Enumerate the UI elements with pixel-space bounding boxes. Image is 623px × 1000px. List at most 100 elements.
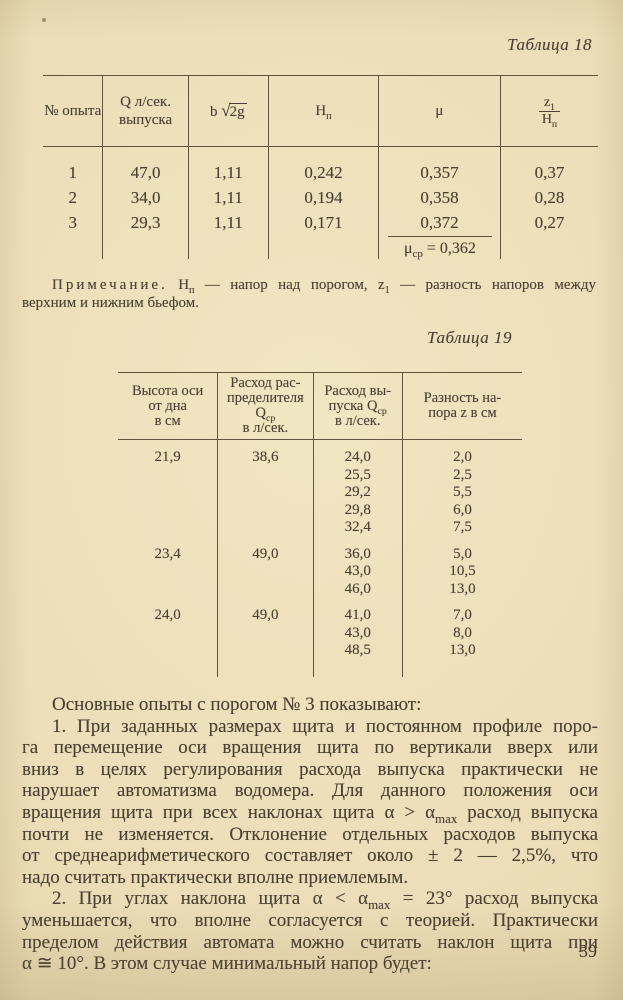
text-segment: надо считать практически вполне приемлем… — [22, 866, 409, 888]
text-line: пределом действия автомата можно считать… — [22, 932, 598, 954]
text-line: пуска Qср — [327, 397, 389, 416]
text-segment: Разность на- — [423, 390, 502, 406]
fraction: z1 Hп — [538, 95, 560, 130]
text-segment: расход выпуска — [457, 801, 598, 823]
text-line: 2. При углах наклона щита α < αmax = 23°… — [22, 888, 598, 911]
t19-header-distributor-discharge: Расход рас-пределителя Qср в л/сек. — [218, 373, 313, 440]
t18-col-mu: μ 0,357 0,358 0,372 μср = 0,362 — [378, 76, 501, 260]
text-segment: Q — [255, 405, 266, 421]
table-cell: 2,0 — [453, 449, 472, 465]
t19-col-distributor-discharge: Расход рас-пределителя Qср в л/сек. 38,6 49… — [218, 373, 314, 677]
t19-header-outlet-discharge: Расход вы-пуска Qср в л/сек. — [313, 373, 402, 440]
table-cell: 2,5 — [453, 466, 472, 483]
text-segment: уменьшается, что вполне согласуется с те… — [22, 909, 598, 931]
subscript: п — [189, 285, 195, 296]
text-segment: нарушает автоматизма водомера. Для данно… — [22, 780, 598, 802]
text-segment: га перемещение оси вращения щита по верт… — [22, 737, 598, 759]
table-row-group: 38,6 — [218, 449, 312, 537]
t18-col-head: Hп 0,242 0,194 0,171 — [268, 76, 379, 259]
text-segment: в л/сек. — [334, 412, 381, 429]
table18-caption: Таблица 18 — [507, 35, 592, 54]
t18-header-z1-over-hp: z1 Hп — [500, 76, 598, 147]
t19-col-head-difference: Разность на-пора z в см 2,0 2,5 5,5 6,0 7,5 5… — [402, 373, 522, 677]
text-segment: Расход рас- — [230, 375, 301, 391]
table-cell: 49,0 — [252, 545, 279, 562]
text-segment: — разность напоров между — [389, 277, 596, 293]
table-cell: 0,194 — [304, 188, 343, 207]
text-line: уменьшается, что вполне согласуется с те… — [22, 910, 598, 932]
text-line: надо считать практически вполне приемлем… — [22, 867, 598, 889]
text-line: от дна — [146, 397, 189, 414]
text-segment: пуска Q — [328, 397, 378, 414]
table-cell: 29,2 — [344, 484, 371, 500]
table-cell: 13,0 — [449, 642, 476, 658]
t18-header-discharge: Q л/сек. выпуска — [103, 76, 188, 147]
t19-col-axis-height: Высота оси от дна в см 21,9 23,4 24,0 — [118, 373, 219, 677]
text-line: верхним и нижним бьефом. — [22, 295, 596, 313]
t18-header-head: Hп — [268, 76, 378, 147]
text-line: α ≅ 10°. В этом случае минимальный напор… — [22, 953, 598, 975]
text-line: Высота оси — [130, 382, 205, 399]
text-line: Примечание. Hп — напор над порогом, z1 —… — [22, 277, 596, 296]
text-line: Основные опыты с порогом № 3 показывают: — [22, 694, 598, 716]
text-segment: пора z в см — [428, 405, 497, 421]
text-segment: вращения щита при всех наклонах щита α >… — [22, 801, 436, 823]
table-cell: 36,0 — [344, 545, 371, 562]
text-segment: = 23° расход выпуска — [390, 888, 598, 910]
text-segment: вниз в целях регулирования расхода выпус… — [22, 758, 598, 780]
table-cell: 5,0 — [453, 545, 472, 562]
table-cell: 0,358 — [420, 188, 459, 207]
t18-col-discharge: Q л/сек. выпуска 47,0 34,0 29,3 — [103, 76, 189, 259]
table-cell: 43,0 — [344, 563, 371, 579]
text-segment: Примечание. — [52, 277, 168, 293]
table-row-group: 5,0 10,5 13,0 — [403, 546, 522, 599]
text-segment: Высота оси — [131, 382, 204, 399]
table-row-group: 7,0 8,0 13,0 — [403, 607, 522, 660]
text-segment: почти не изменяется. Отклонение отдельны… — [22, 823, 598, 845]
text-segment: 2. При углах наклона щита α < α — [52, 888, 369, 910]
text-segment: H — [167, 277, 190, 293]
table-cell: 7,5 — [453, 519, 472, 535]
table-cell: 24,0 — [154, 607, 181, 623]
table-cell: 6,0 — [453, 501, 472, 518]
table-cell: 2 — [68, 188, 77, 207]
paper-speck — [42, 18, 46, 22]
table-row-group: 24,0 25,5 29,2 29,8 32,4 — [314, 449, 402, 537]
table-cell: 43,0 — [344, 624, 371, 641]
text-segment: Расход вы- — [324, 382, 392, 399]
t18-col-z1-over-hp: z1 Hп 0,37 0,28 0,27 — [500, 76, 598, 259]
text-line: пределителя — [225, 391, 306, 406]
table-cell: 49,0 — [252, 607, 279, 623]
table-cell: 7,0 — [453, 607, 472, 623]
text-line: пора z в см — [426, 406, 498, 421]
table19-caption: Таблица 19 — [427, 328, 512, 347]
t19-header-axis-height: Высота оси от дна в см — [118, 373, 218, 440]
t18-header-experiment-no: № опыта — [43, 76, 103, 147]
text-segment: верхним и нижним бьефом. — [22, 294, 199, 311]
text-segment: α ≅ 10°. В этом случае минимальный напор… — [22, 953, 432, 975]
table-cell: 0,27 — [534, 213, 565, 232]
subscript: max — [435, 810, 458, 826]
body-text: Основные опыты с порогом № 3 показывают:… — [22, 694, 598, 975]
table-19: Высота оси от дна в см 21,9 23,4 24,0 Расход… — [118, 372, 522, 677]
text-segment: 1. При заданных размерах щита и постоянн… — [52, 715, 598, 737]
radicand: 2g — [228, 102, 247, 120]
table-cell: 5,5 — [453, 484, 472, 500]
table-row-group: 23,4 — [118, 546, 217, 599]
t18-header-mu: μ — [378, 76, 500, 147]
table-cell: 0,37 — [534, 163, 565, 182]
text-segment: пределителя — [227, 390, 304, 406]
text-segment: от дна — [148, 397, 187, 414]
sqrt-symbol: √ — [221, 100, 231, 120]
table-cell: 0,242 — [304, 163, 343, 182]
text-segment: в см — [154, 412, 181, 429]
table-cell: 1 — [68, 163, 77, 182]
text-segment: — напор над порогом, z — [194, 277, 385, 293]
subscript: 1 — [384, 285, 390, 296]
text-line: в л/сек. — [241, 421, 290, 436]
text-segment: пределом действия автомата можно считать… — [22, 931, 598, 953]
table-cell: 24,0 — [344, 449, 371, 465]
mu-average-value: μср = 0,362 — [387, 236, 492, 260]
table-row-group: 36,0 43,0 46,0 — [314, 546, 402, 599]
